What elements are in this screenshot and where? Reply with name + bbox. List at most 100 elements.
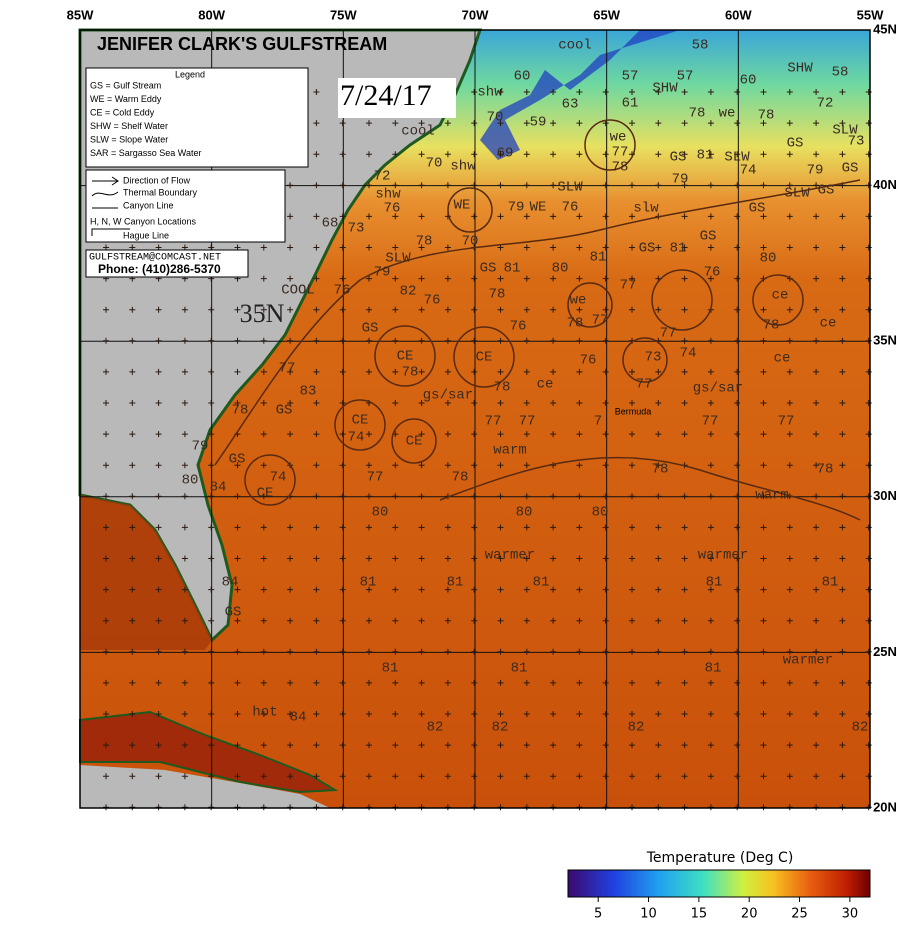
longitude-label: 75W (330, 7, 357, 22)
symbol-icons (91, 176, 130, 236)
map-label: 73 (348, 221, 365, 237)
latitude-label: 35N (873, 333, 897, 348)
map-label: 61 (622, 96, 639, 112)
map-frame (79, 29, 871, 809)
contact-email: GULFSTREAM@COMCAST.NET (89, 252, 221, 264)
map-label: 77 (612, 145, 629, 161)
map-label: 76 (562, 200, 579, 216)
map-label: GS (787, 136, 804, 152)
map-label: slw (633, 201, 659, 217)
map-label: GS (480, 261, 497, 277)
map-label: WE (530, 200, 547, 216)
map-label: 78 (689, 106, 706, 122)
map-label: 81 (360, 575, 377, 591)
map-label: WE (454, 198, 471, 214)
map-label: SLW (832, 123, 858, 139)
map-label: warm (493, 443, 527, 459)
map-label: cool (401, 124, 435, 140)
map-label: 77 (485, 414, 502, 430)
map-label: cool (558, 38, 592, 54)
map-label: 78 (758, 108, 775, 124)
map-label: 79 (672, 172, 689, 188)
map-label: 78 (402, 365, 419, 381)
map-label: 81 (705, 661, 722, 677)
contact-phone: Phone: (410)286-5370 (98, 262, 221, 276)
legend-entry: WE = Warm Eddy (90, 94, 162, 104)
map-label: we (610, 130, 627, 146)
map-label: 78 (489, 287, 506, 303)
map-label: GS (749, 201, 766, 217)
longitude-label: 70W (462, 7, 489, 22)
map-label: hot (252, 705, 277, 721)
map-label: ce (772, 288, 789, 304)
map-label: 72 (817, 96, 834, 112)
map-label: warmer (698, 548, 748, 564)
map-label: 76 (704, 265, 721, 281)
map-label: GS (670, 150, 687, 166)
map-label: 80 (552, 261, 569, 277)
legend-entry: CE = Cold Eddy (90, 107, 155, 117)
map-label: 74 (270, 470, 287, 486)
symbol-entry: Hague Line (123, 230, 169, 240)
latitude-label: 30N (873, 488, 897, 503)
map-label: 73 (645, 350, 662, 366)
map-label: 60 (740, 73, 757, 89)
colorbar-tick-label: 5 (594, 907, 602, 922)
latitude-label: 45N (873, 21, 897, 36)
map-label: 78 (567, 316, 584, 332)
symbol-entry: Canyon Line (123, 200, 174, 210)
symbol-box (85, 169, 286, 243)
fronts (214, 119, 861, 521)
map-label: 82 (400, 284, 417, 300)
map-label: 81 (504, 261, 521, 277)
map-label: 81 (447, 575, 464, 591)
map-label: CE (397, 349, 414, 365)
map-label: 78 (612, 160, 629, 176)
map-label: GS (700, 229, 717, 245)
map-label: SHW (787, 61, 813, 77)
map-label: we (570, 293, 587, 309)
map-label: 74 (680, 346, 697, 362)
colorbar-bar (567, 869, 871, 898)
map-label: 76 (510, 319, 527, 335)
map-label: 84 (290, 710, 307, 726)
map-label: 70 (462, 234, 479, 250)
map-label: GS (842, 161, 859, 177)
map-label: SLW (784, 186, 810, 202)
map-label: 74 (740, 163, 757, 179)
map-label: SLW (724, 150, 750, 166)
map-label: COOL (281, 283, 315, 299)
map-label: 7 (594, 414, 602, 430)
map-title: JENIFER CLARK'S GULFSTREAM (97, 34, 387, 54)
colorbar-title: Temperature (Deg C) (646, 850, 794, 866)
map-label: CE (406, 434, 423, 450)
map-label: 58 (832, 65, 849, 81)
latitude-label: 20N (873, 799, 897, 814)
map-label: ce (820, 316, 837, 332)
map-label: 82 (852, 720, 869, 736)
map-label: 63 (562, 97, 579, 113)
longitude-label: 85W (67, 7, 94, 22)
map-label: 78 (232, 403, 249, 419)
map-label: GS (225, 605, 242, 621)
map-label: warmer (783, 653, 833, 669)
map-label: 78 (652, 462, 669, 478)
legend-title: Legend (175, 69, 205, 79)
map-label: gs/sar (423, 388, 473, 404)
colorbar-tick-label: 20 (741, 907, 758, 922)
colorbar-tick-label: 10 (640, 907, 657, 922)
map-label: gs/sar (693, 381, 743, 397)
map-label: 57 (677, 69, 694, 85)
map-label: 78 (763, 318, 780, 334)
longitude-label: 60W (725, 7, 752, 22)
symbol-entry: Thermal Boundary (123, 187, 198, 197)
map-label: ce (537, 377, 554, 393)
map-label: 72 (374, 169, 391, 185)
map-label: 77 (367, 470, 384, 486)
map-label: CE (352, 413, 369, 429)
map-label: we (719, 106, 736, 122)
map-label: GS (276, 403, 293, 419)
map-label: 77 (660, 326, 677, 342)
map-label: 60 (514, 69, 531, 85)
map-label: warm (755, 488, 789, 504)
